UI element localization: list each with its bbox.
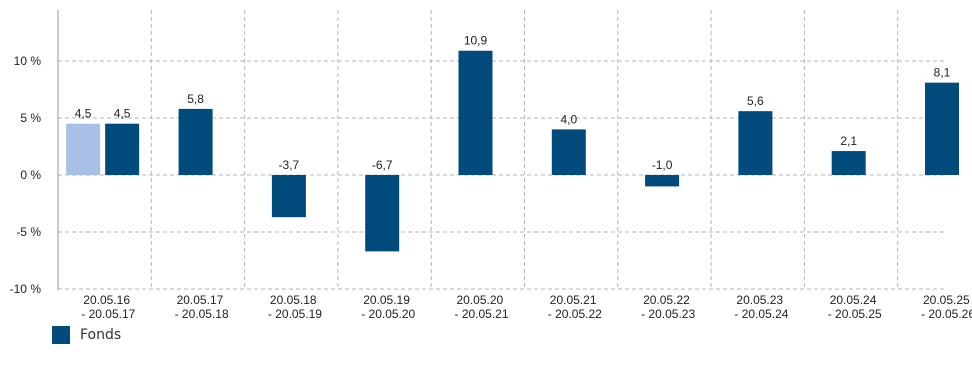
legend-swatch-fonds (52, 326, 70, 344)
x-tick-label: - 20.05.17 (78, 307, 136, 320)
bar (178, 108, 213, 175)
bar-value-label: 8,1 (934, 66, 951, 80)
bar-value-label: -3,7 (279, 158, 300, 172)
x-tick-label: - 20.05.22 (544, 307, 602, 320)
x-tick-label: - 20.05.18 (171, 307, 229, 320)
legend-label-fonds: Fonds (80, 327, 122, 343)
x-tick-label: 20.05.22 (643, 293, 690, 307)
y-tick-label: 0 % (20, 168, 41, 182)
bar (458, 50, 493, 175)
bar-value-label: 4,5 (114, 107, 131, 121)
bar (365, 175, 400, 252)
x-tick-label: - 20.05.24 (731, 307, 789, 320)
bar (105, 123, 140, 175)
bar-value-label: 5,6 (747, 94, 764, 108)
x-tick-label: - 20.05.20 (358, 307, 416, 320)
bar (738, 111, 773, 175)
x-tick-label: 20.05.24 (830, 293, 877, 307)
chart-legend: Fonds (52, 326, 121, 344)
bar-value-label: 2,1 (840, 134, 857, 148)
x-tick-label: 20.05.23 (736, 293, 783, 307)
bar-chart: 10 % 5 % 0 % -5 % -10 % 4,5 4,5 20.05.16 - 20.0… (10, 10, 972, 320)
x-tick-label: 20.05.20 (456, 293, 503, 307)
x-tick-label: - 20.05.26 (918, 307, 972, 320)
bar (66, 123, 101, 175)
bar-value-label: 5,8 (187, 92, 204, 106)
bar-value-label: -6,7 (372, 158, 393, 172)
y-tick-label: 5 % (20, 111, 41, 125)
bar (831, 151, 866, 175)
x-tick-label: - 20.05.19 (265, 307, 323, 320)
bar (925, 82, 959, 175)
x-tick-label: 20.05.16 (83, 293, 130, 307)
bar-value-label: 10,9 (464, 34, 488, 48)
bar-value-label: 4,0 (560, 112, 577, 126)
x-tick-label: 20.05.17 (177, 293, 224, 307)
bar (551, 129, 586, 175)
y-tick-label: 10 % (14, 54, 42, 68)
y-tick-label: -10 % (10, 282, 42, 296)
x-tick-label: - 20.05.25 (824, 307, 882, 320)
y-tick-label: -5 % (16, 225, 41, 239)
x-tick-label: 20.05.25 (923, 293, 970, 307)
bar (271, 175, 306, 218)
bar-value-label: -1,0 (652, 158, 673, 172)
x-tick-label: 20.05.19 (363, 293, 410, 307)
bar (645, 175, 680, 187)
x-tick-label: - 20.05.23 (638, 307, 696, 320)
x-tick-label: 20.05.18 (270, 293, 317, 307)
x-tick-label: - 20.05.21 (451, 307, 509, 320)
x-tick-label: 20.05.21 (550, 293, 597, 307)
bar-value-label: 4,5 (75, 107, 92, 121)
